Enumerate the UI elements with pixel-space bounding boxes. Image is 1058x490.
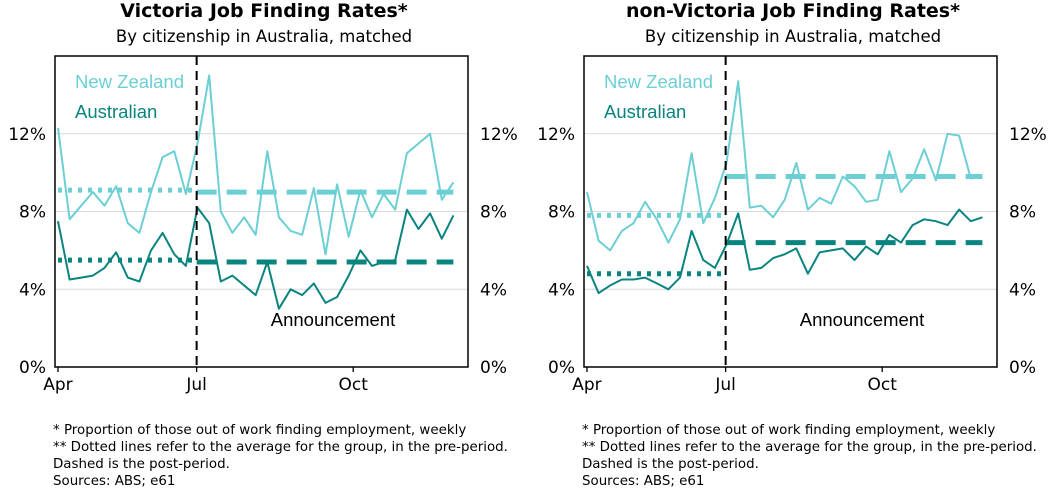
y-tick-label-left: 0% xyxy=(19,358,46,378)
y-tick-label-right: 0% xyxy=(480,358,507,378)
australian-series-label: Australian xyxy=(75,101,157,122)
plot-frame xyxy=(583,55,998,368)
x-tick-label: Jul xyxy=(185,375,207,395)
chart-subtitle: By citizenship in Australia, matched xyxy=(645,27,941,46)
footnote-sources: Sources: ABS; e61 xyxy=(582,474,705,489)
y-tick-label-left: 4% xyxy=(548,280,575,300)
footnote-1: * Proportion of those out of work findin… xyxy=(582,423,996,438)
footnote-1: * Proportion of those out of work findin… xyxy=(53,423,467,438)
y-tick-label-right: 12% xyxy=(480,125,518,145)
y-tick-label-right: 4% xyxy=(480,280,507,300)
y-tick-label-right: 8% xyxy=(480,203,507,223)
chart-subtitle: By citizenship in Australia, matched xyxy=(116,27,412,46)
chart-title: Victoria Job Finding Rates* xyxy=(120,0,408,22)
y-tick-label-left: 4% xyxy=(19,280,46,300)
x-tick-label: Oct xyxy=(338,375,368,395)
footnotes: * Proportion of those out of work findin… xyxy=(53,422,523,490)
announcement-label: Announcement xyxy=(271,309,395,330)
y-tick-label-left: 12% xyxy=(8,125,46,145)
footnote-2: ** Dotted lines refer to the average for… xyxy=(53,440,508,455)
new-zealand-series-label: New Zealand xyxy=(75,71,184,92)
plot-frame xyxy=(54,55,469,368)
non-victoria-chart: non-Victoria Job Finding Rates* By citize… xyxy=(537,0,1047,395)
new-zealand-series-line xyxy=(57,74,455,256)
victoria-chart-panel: Victoria Job Finding Rates* By citizenshi… xyxy=(8,0,523,490)
footnote-sources: Sources: ABS; e61 xyxy=(53,474,176,489)
non-victoria-chart-panel: non-Victoria Job Finding Rates* By citize… xyxy=(529,0,1058,490)
x-tick-label: Apr xyxy=(572,375,601,395)
y-tick-label-left: 8% xyxy=(548,203,575,223)
y-tick-label-left: 8% xyxy=(19,203,46,223)
x-tick-label: Jul xyxy=(714,375,736,395)
announcement-label: Announcement xyxy=(800,309,924,330)
y-tick-label-right: 0% xyxy=(1009,358,1036,378)
footnote-3: Dashed is the post-period. xyxy=(53,457,230,472)
australian-series-line xyxy=(586,208,983,295)
australian-series-line xyxy=(57,206,455,310)
x-tick-label: Apr xyxy=(43,375,72,395)
x-tick-label: Oct xyxy=(867,375,897,395)
y-tick-label-right: 12% xyxy=(1009,125,1047,145)
y-tick-label-right: 4% xyxy=(1009,280,1036,300)
new-zealand-series-label: New Zealand xyxy=(604,71,713,92)
footnote-3: Dashed is the post-period. xyxy=(582,457,759,472)
new-zealand-series-line xyxy=(586,80,983,252)
footnote-2: ** Dotted lines refer to the average for… xyxy=(582,440,1037,455)
y-tick-label-right: 8% xyxy=(1009,203,1036,223)
y-tick-label-left: 0% xyxy=(548,358,575,378)
victoria-chart: Victoria Job Finding Rates* By citizenshi… xyxy=(8,0,518,395)
australian-series-label: Australian xyxy=(604,101,686,122)
y-tick-label-left: 12% xyxy=(537,125,575,145)
footnotes: * Proportion of those out of work findin… xyxy=(582,422,1052,490)
chart-title: non-Victoria Job Finding Rates* xyxy=(626,0,960,22)
